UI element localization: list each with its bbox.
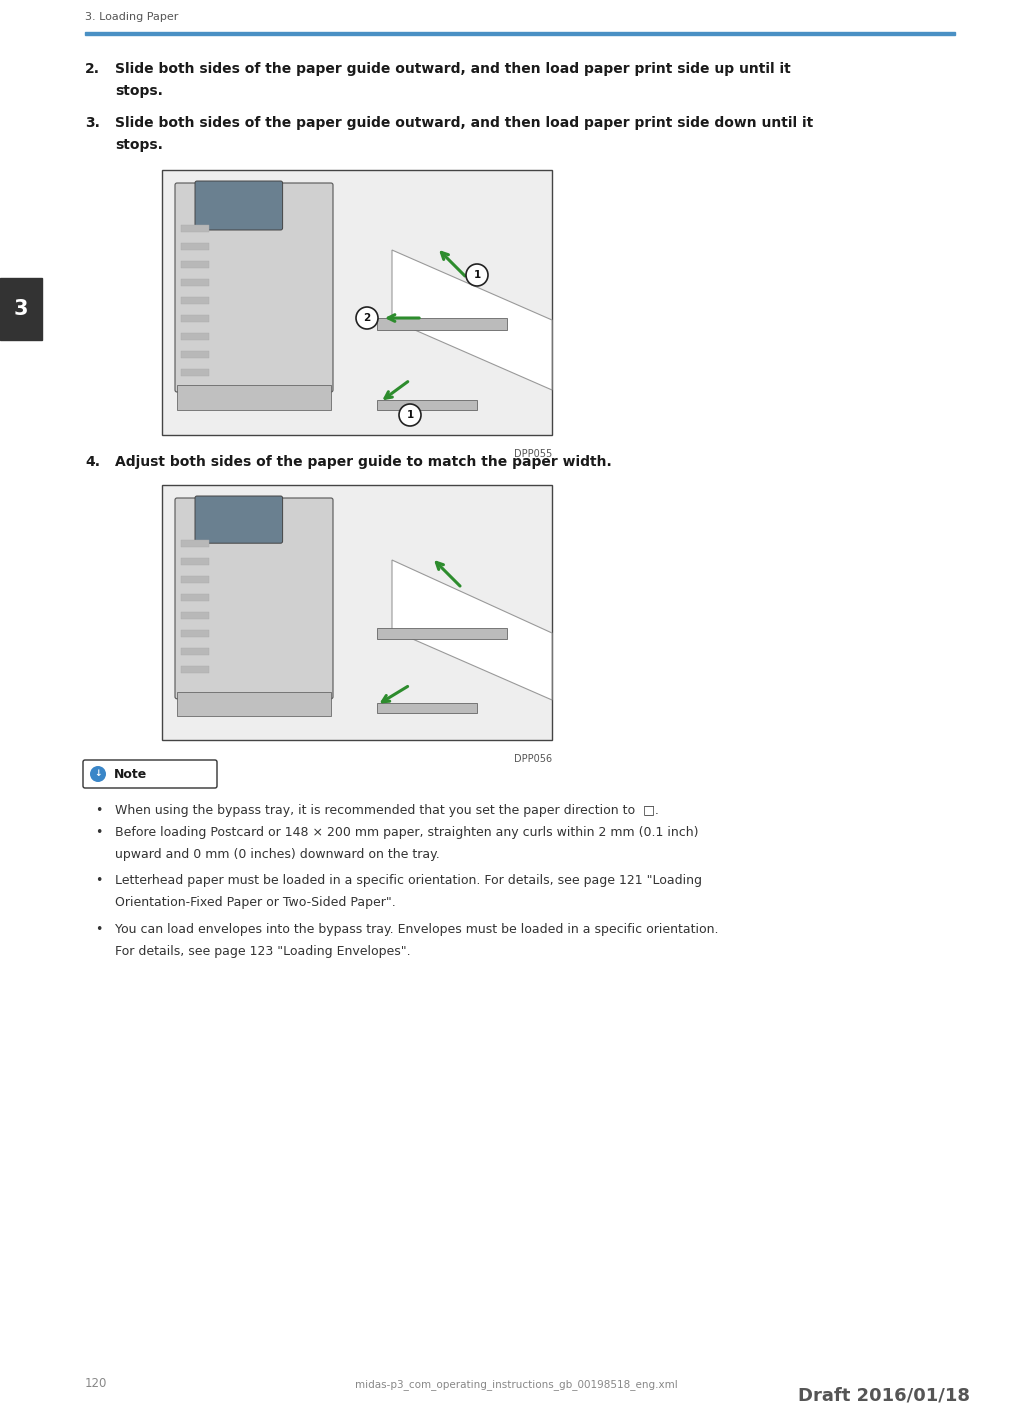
Text: midas-p3_com_operating_instructions_gb_00198518_eng.xml: midas-p3_com_operating_instructions_gb_0… xyxy=(355,1380,677,1390)
Bar xyxy=(377,703,477,713)
Bar xyxy=(181,315,209,323)
Text: For details, see page 123 "Loading Envelopes".: For details, see page 123 "Loading Envel… xyxy=(115,945,411,958)
Bar xyxy=(0,279,42,340)
Text: Slide both sides of the paper guide outward, and then load paper print side up u: Slide both sides of the paper guide outw… xyxy=(115,63,791,75)
Bar xyxy=(181,369,209,377)
Bar xyxy=(377,399,477,411)
Bar xyxy=(181,648,209,655)
Text: 2.: 2. xyxy=(85,63,100,75)
Bar xyxy=(178,692,331,716)
Bar xyxy=(181,333,209,340)
Circle shape xyxy=(399,404,421,426)
Text: stops.: stops. xyxy=(115,138,163,152)
Text: stops.: stops. xyxy=(115,84,163,98)
Bar xyxy=(181,297,209,304)
Bar xyxy=(178,385,331,411)
Bar xyxy=(377,318,507,330)
Bar xyxy=(181,279,209,286)
Text: 1: 1 xyxy=(407,411,414,421)
Bar xyxy=(162,485,552,740)
Text: •: • xyxy=(95,826,102,838)
Bar xyxy=(181,576,209,583)
Circle shape xyxy=(356,307,378,330)
Bar xyxy=(181,243,209,250)
Text: •: • xyxy=(95,922,102,936)
Text: upward and 0 mm (0 inches) downward on the tray.: upward and 0 mm (0 inches) downward on t… xyxy=(115,848,440,861)
Text: 3.: 3. xyxy=(85,117,100,129)
Text: DPP056: DPP056 xyxy=(514,755,552,764)
Bar xyxy=(181,558,209,566)
Circle shape xyxy=(90,766,106,782)
Text: 2: 2 xyxy=(363,313,370,323)
Text: When using the bypass tray, it is recommended that you set the paper direction t: When using the bypass tray, it is recomm… xyxy=(115,804,658,817)
Bar xyxy=(85,33,955,34)
Bar xyxy=(162,171,552,435)
Bar xyxy=(181,351,209,358)
Bar xyxy=(181,225,209,232)
Text: Orientation-Fixed Paper or Two-Sided Paper".: Orientation-Fixed Paper or Two-Sided Pap… xyxy=(115,897,395,909)
Text: Adjust both sides of the paper guide to match the paper width.: Adjust both sides of the paper guide to … xyxy=(115,455,612,469)
Polygon shape xyxy=(392,250,552,389)
Bar xyxy=(181,594,209,601)
Text: Draft 2016/01/18: Draft 2016/01/18 xyxy=(798,1387,970,1405)
FancyBboxPatch shape xyxy=(195,180,283,230)
Text: ↓: ↓ xyxy=(94,770,102,779)
Text: Before loading Postcard or 148 × 200 mm paper, straighten any curls within 2 mm : Before loading Postcard or 148 × 200 mm … xyxy=(115,826,699,838)
Text: Note: Note xyxy=(114,767,148,780)
Text: You can load envelopes into the bypass tray. Envelopes must be loaded in a speci: You can load envelopes into the bypass t… xyxy=(115,922,718,936)
Text: •: • xyxy=(95,804,102,817)
Text: 1: 1 xyxy=(474,270,481,280)
FancyBboxPatch shape xyxy=(83,760,217,789)
FancyBboxPatch shape xyxy=(195,496,283,543)
FancyBboxPatch shape xyxy=(175,183,333,392)
Text: 3: 3 xyxy=(13,298,28,318)
FancyBboxPatch shape xyxy=(175,497,333,699)
Bar xyxy=(181,261,209,269)
Bar xyxy=(181,540,209,547)
Bar xyxy=(377,628,507,639)
Bar xyxy=(181,612,209,620)
Polygon shape xyxy=(392,560,552,701)
Bar xyxy=(181,666,209,674)
Text: Slide both sides of the paper guide outward, and then load paper print side down: Slide both sides of the paper guide outw… xyxy=(115,117,813,129)
Circle shape xyxy=(466,264,488,286)
Text: 120: 120 xyxy=(85,1377,107,1390)
Text: 3. Loading Paper: 3. Loading Paper xyxy=(85,11,179,21)
Bar xyxy=(181,630,209,637)
Text: •: • xyxy=(95,874,102,887)
Text: 4.: 4. xyxy=(85,455,100,469)
Text: Letterhead paper must be loaded in a specific orientation. For details, see page: Letterhead paper must be loaded in a spe… xyxy=(115,874,702,887)
Text: DPP055: DPP055 xyxy=(514,449,552,459)
